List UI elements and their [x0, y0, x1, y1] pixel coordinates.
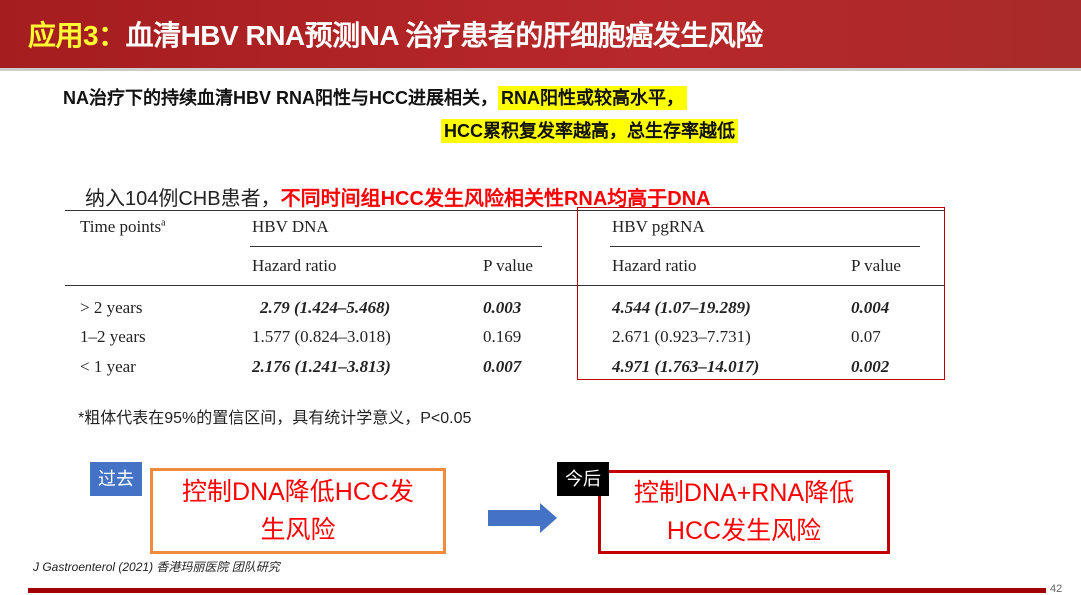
future-tag: 今后 — [557, 462, 609, 496]
summary-plain: NA治疗下的持续血清HBV RNA阳性与HCC进展相关， — [63, 88, 498, 108]
page-number: 42 — [1050, 583, 1063, 595]
past-box: 控制DNA降低HCC发生风险 — [150, 468, 446, 554]
table-cell-rna-p: 0.002 — [851, 357, 890, 376]
col-dna-hr: Hazard ratio — [252, 256, 337, 275]
pgrna-highlight-box — [577, 207, 945, 380]
footnote: *粗体代表在95%的置信区间，具有统计学意义，P<0.05 — [78, 410, 472, 427]
table-cell-rna-p: 0.07 — [851, 327, 881, 346]
summary-line-2: HCC累积复发率越高，总生存率越低 — [441, 117, 738, 143]
slide-title: 应用3：血清HBV RNA预测NA 治疗患者的肝细胞癌发生风险 — [28, 14, 763, 54]
table-cell-dna-hr: 2.176 (1.241–3.813) — [252, 357, 391, 376]
table-cell-dna-p: 0.003 — [483, 298, 522, 317]
summary-highlight-2: HCC累积复发率越高，总生存率越低 — [441, 119, 738, 143]
subtitle-red: 不同时间组HCC发生风险相关性RNA均高于DNA — [280, 188, 711, 210]
citation: J Gastroenterol (2021) 香港玛丽医院 团队研究 — [33, 560, 280, 574]
summary-line-1: NA治疗下的持续血清HBV RNA阳性与HCC进展相关， RNA阳性或较高水平， — [63, 84, 687, 110]
col-rna-hr: Hazard ratio — [612, 256, 697, 275]
footer-bar — [28, 588, 1046, 593]
table-cell-dna-hr: 1.577 (0.824–3.018) — [252, 327, 391, 346]
title-prefix: 应用3： — [28, 20, 126, 51]
summary-highlight-1: RNA阳性或较高水平， — [498, 86, 687, 110]
table-cell-time: > 2 years — [80, 298, 143, 317]
table-cell-dna-p: 0.169 — [483, 327, 522, 346]
table-cell-dna-p: 0.007 — [483, 357, 522, 376]
title-text: 血清HBV RNA预测NA 治疗患者的肝细胞癌发生风险 — [125, 20, 764, 51]
col-dna-p: P value — [483, 256, 533, 275]
table-cell-dna-hr: 2.79 (1.424–5.468) — [260, 298, 391, 317]
table-cell-rna-hr: 4.544 (1.07–19.289) — [612, 298, 751, 317]
table-cell-rna-hr: 2.671 (0.923–7.731) — [612, 327, 751, 346]
arrow-right-icon — [488, 503, 557, 533]
subtitle-plain: 纳入104例CHB患者， — [85, 188, 281, 210]
future-box: 控制DNA+RNA降低HCC发生风险 — [598, 470, 890, 554]
table-cell-time: < 1 year — [80, 357, 136, 376]
past-text: 控制DNA降低HCC发生风险 — [182, 478, 414, 544]
future-text: 控制DNA+RNA降低HCC发生风险 — [633, 479, 855, 545]
group-hbv-dna: HBV DNA — [252, 217, 329, 236]
table-cell-rna-hr: 4.971 (1.763–14.017) — [612, 357, 760, 376]
subtitle: 纳入104例CHB患者，不同时间组HCC发生风险相关性RNA均高于DNA — [85, 182, 711, 211]
col-rna-p: P value — [851, 256, 901, 275]
header-band — [0, 0, 1081, 68]
col-time-points: Time pointsa — [80, 217, 166, 236]
divider — [0, 68, 1081, 71]
table-cell-rna-p: 0.004 — [851, 298, 890, 317]
past-tag: 过去 — [90, 462, 142, 496]
group-hbv-pgrna: HBV pgRNA — [612, 217, 705, 236]
table-cell-time: 1–2 years — [80, 327, 146, 346]
